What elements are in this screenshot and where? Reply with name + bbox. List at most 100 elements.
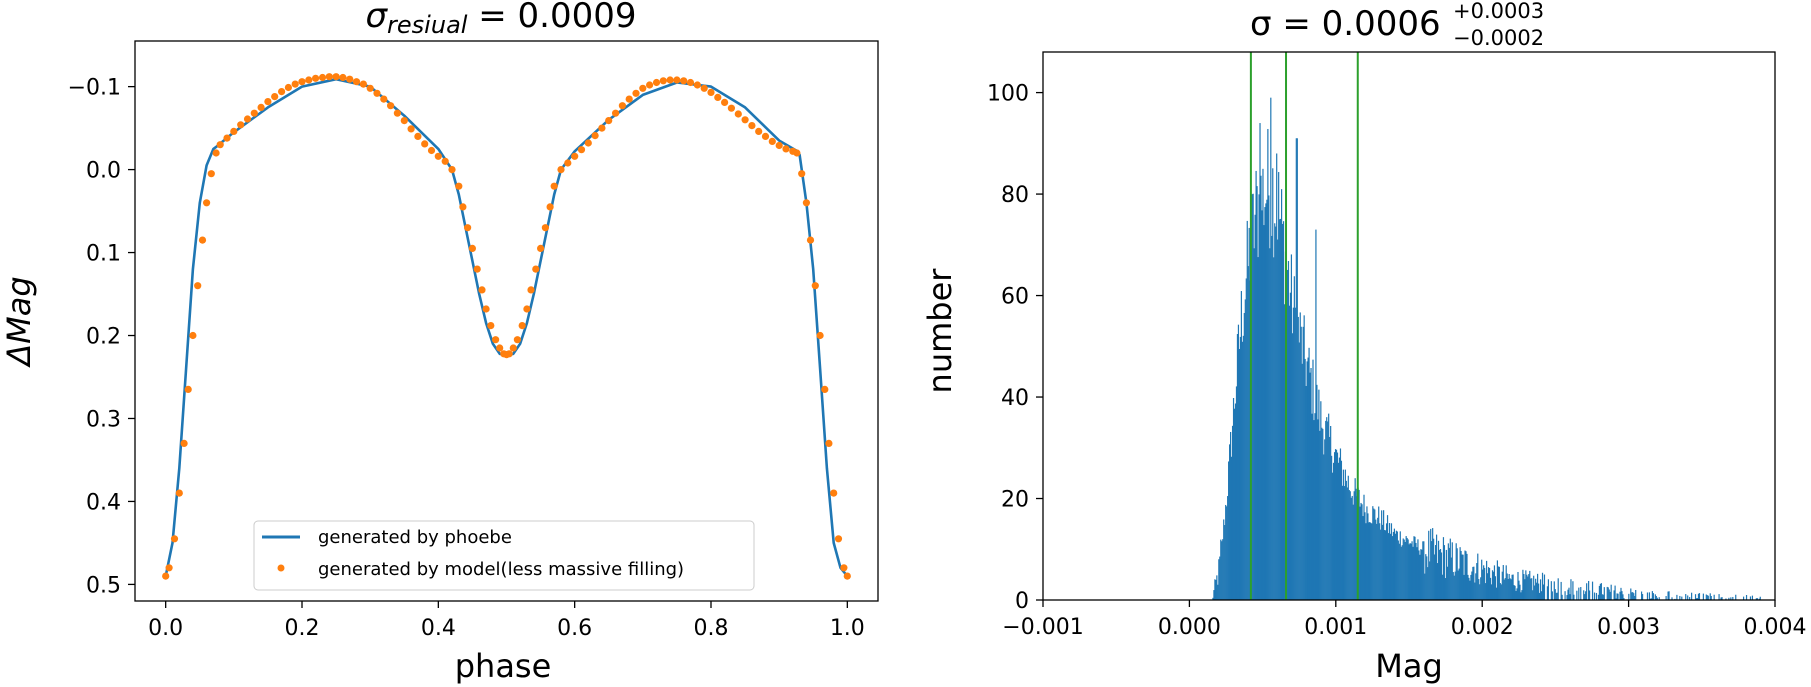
histogram-bar	[1264, 207, 1266, 600]
model-point	[639, 84, 647, 92]
model-point	[393, 109, 401, 117]
histogram-bar	[1520, 592, 1522, 600]
histogram-bar	[1367, 513, 1369, 600]
model-point	[755, 127, 763, 135]
model-point	[646, 81, 654, 89]
histogram-bar	[1421, 549, 1423, 600]
model-point	[652, 78, 661, 87]
histogram-bar	[1293, 276, 1295, 600]
model-point	[380, 95, 388, 103]
model-point	[527, 286, 535, 294]
histogram-bar	[1619, 591, 1621, 600]
residual-histogram-chart: σ = 0.0006 +0.0003 −0.0002 −0.001 0.000 0.…	[921, 0, 1806, 685]
histogram-bar	[1497, 566, 1499, 600]
model-point	[840, 564, 848, 572]
right-x-tick-label: 0.003	[1597, 615, 1660, 640]
left-y-axis-label: ΔMag	[0, 276, 38, 368]
histogram-bar	[1257, 257, 1259, 600]
model-point	[455, 182, 463, 190]
histogram-bar	[1501, 571, 1503, 600]
histogram-bar	[1260, 175, 1262, 601]
histogram-bar	[1382, 524, 1384, 600]
histogram-bar	[1233, 408, 1236, 600]
histogram-bar	[1435, 545, 1437, 600]
histogram-bar	[1437, 540, 1440, 600]
model-point	[468, 244, 476, 252]
histogram-bar	[1640, 591, 1643, 600]
histogram-bar	[1735, 594, 1737, 600]
histogram-bar	[1396, 531, 1398, 600]
model-point	[673, 76, 681, 84]
histogram-bar	[1258, 194, 1260, 600]
histogram-bar	[1320, 401, 1322, 600]
histogram-bar	[1608, 589, 1610, 600]
model-point	[366, 84, 374, 92]
histogram-bar	[1330, 426, 1332, 600]
histogram-bar	[1333, 452, 1336, 600]
model-point	[816, 331, 824, 340]
histogram-bar	[1614, 585, 1616, 600]
model-point	[714, 93, 722, 101]
histogram-bar	[1274, 223, 1276, 600]
histogram-bar	[1570, 579, 1572, 600]
model-point	[230, 127, 238, 135]
histogram-bar	[1290, 254, 1293, 600]
histogram-bar	[1307, 357, 1309, 600]
histogram-bar	[1620, 587, 1622, 600]
histogram-bar	[1460, 550, 1462, 600]
histogram-bar	[1417, 539, 1419, 600]
histogram-bar	[1236, 334, 1239, 600]
histogram-bar	[1607, 587, 1609, 600]
histogram-bar	[1402, 538, 1404, 600]
histogram-bar	[1324, 439, 1326, 600]
histogram-bar	[1263, 225, 1265, 600]
histogram-bar	[1480, 577, 1482, 600]
histogram-bar	[1228, 461, 1230, 600]
model-point	[532, 265, 540, 273]
histogram-bar	[1283, 304, 1286, 600]
histogram-bar	[1339, 448, 1342, 600]
model-point	[564, 159, 572, 167]
histogram-bar	[1572, 581, 1574, 600]
histogram-bar	[1561, 594, 1563, 600]
histogram-bar	[1606, 586, 1608, 600]
histogram-bar	[1422, 541, 1424, 600]
histogram-bar	[1305, 385, 1307, 600]
legend-box	[253, 520, 755, 591]
histogram-bar	[1467, 574, 1469, 600]
histogram-bar	[1462, 554, 1464, 600]
model-point	[175, 489, 183, 497]
histogram-bar	[1387, 533, 1390, 600]
histogram-bar	[1569, 594, 1571, 600]
left-x-tick-label: 0.6	[557, 616, 592, 641]
histogram-bar	[1292, 307, 1294, 600]
left-x-tick-label: 1.0	[830, 616, 865, 641]
histogram-bar	[1512, 574, 1514, 600]
histogram-bar	[1452, 572, 1454, 600]
model-point	[414, 132, 422, 140]
histogram-bar	[1449, 538, 1451, 600]
histogram-bar	[1244, 299, 1246, 600]
histogram-bar	[1658, 597, 1660, 600]
histogram-bar	[1276, 153, 1278, 601]
histogram-bar	[1323, 454, 1325, 600]
model-point	[834, 535, 843, 543]
model-point	[734, 110, 742, 118]
histogram-bar	[1239, 336, 1242, 600]
histogram-bar	[1609, 591, 1611, 600]
histogram-bar	[1537, 583, 1540, 600]
model-point	[509, 344, 517, 352]
histogram-bar	[1247, 266, 1249, 600]
model-point	[659, 77, 667, 85]
histogram-bar	[1613, 590, 1615, 600]
histogram-bar	[1679, 595, 1681, 600]
model-point	[550, 182, 558, 190]
histogram-bar	[1267, 128, 1269, 601]
histogram-bar	[1399, 531, 1401, 600]
histogram-bar	[1416, 547, 1418, 600]
histogram-bar	[1328, 413, 1330, 600]
histogram-bar	[1300, 326, 1302, 600]
histogram-bar	[1546, 586, 1549, 600]
histogram-bar	[1232, 398, 1235, 600]
